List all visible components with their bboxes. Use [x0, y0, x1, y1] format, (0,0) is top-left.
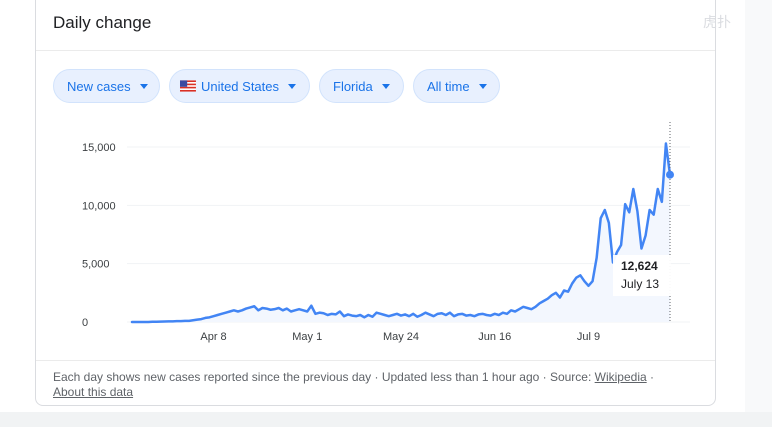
- y-tick-label: 15,000: [82, 142, 116, 154]
- chevron-down-icon: [478, 83, 487, 89]
- x-tick-label: Jul 9: [577, 331, 600, 343]
- hover-point: [666, 170, 674, 179]
- chevron-down-icon: [381, 83, 390, 89]
- footer-text: Each day shows new cases reported since …: [53, 370, 595, 384]
- card-title: Daily change: [53, 13, 152, 32]
- daily-change-card: [35, 0, 716, 406]
- y-tick-label: 10,000: [82, 200, 116, 212]
- chart-footer: Each day shows new cases reported since …: [53, 370, 703, 400]
- country-dropdown[interactable]: United States: [169, 69, 310, 103]
- watermark: 虎扑: [703, 15, 731, 31]
- chevron-down-icon: [288, 83, 296, 89]
- daily-change-chart[interactable]: 0 5,000 10,000 15,000 Apr 8 May 1 May 24 Jun 16…: [0, 0, 772, 360]
- wikipedia-link[interactable]: Wikipedia: [594, 370, 647, 384]
- region-dropdown-label: Florida: [333, 78, 373, 94]
- x-tick-label: Apr 8: [200, 331, 226, 343]
- us-flag-icon: [180, 80, 196, 92]
- page-bottom-band: [0, 412, 772, 427]
- footer-divider: [36, 360, 715, 361]
- metric-dropdown[interactable]: New cases: [53, 69, 160, 103]
- x-tick-label: Jun 16: [478, 331, 511, 343]
- timerange-dropdown[interactable]: All time: [413, 69, 500, 103]
- tooltip-value: 12,624: [621, 259, 658, 273]
- y-tick-label: 0: [82, 317, 88, 329]
- x-tick-label: May 1: [292, 331, 322, 343]
- x-tick-label: May 24: [383, 331, 419, 343]
- timerange-dropdown-label: All time: [427, 78, 470, 94]
- about-this-data-link[interactable]: About this data: [53, 385, 134, 399]
- y-tick-label: 5,000: [82, 259, 110, 271]
- metric-dropdown-label: New cases: [67, 78, 131, 94]
- series-area: [132, 143, 670, 322]
- country-dropdown-label: United States: [200, 78, 279, 94]
- region-dropdown[interactable]: Florida: [319, 69, 404, 103]
- header-divider: [36, 50, 715, 51]
- chart-tooltip: 12,624 July 13: [613, 255, 671, 296]
- tooltip-date: July 13: [621, 277, 660, 291]
- page-right-band: [745, 0, 772, 412]
- chevron-down-icon: [139, 83, 148, 89]
- series-line: [130, 142, 672, 324]
- footer-separator: ·: [646, 370, 655, 384]
